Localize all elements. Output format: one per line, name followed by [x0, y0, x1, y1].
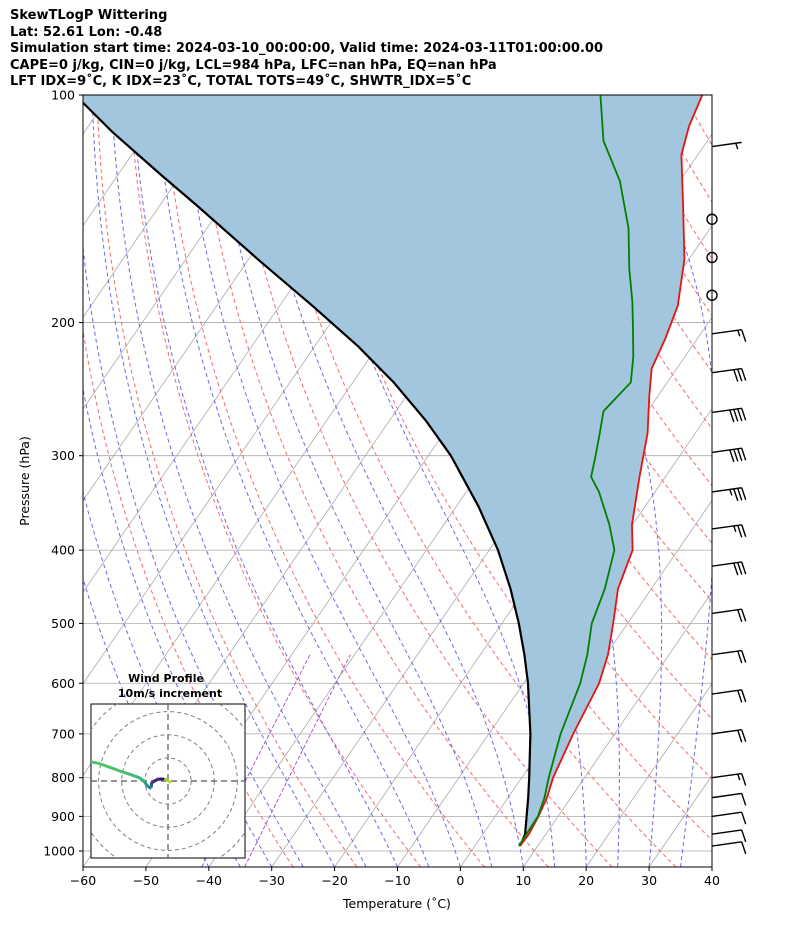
y-tick-label: 600 — [51, 676, 75, 691]
moist-adiabat-line — [83, 386, 273, 867]
y-tick-label: 500 — [51, 616, 75, 631]
dry-adiabat-line — [96, 95, 358, 867]
x-tick-label: −50 — [133, 873, 159, 888]
wind-barb — [706, 251, 718, 264]
wind-barb — [711, 811, 747, 825]
dry-adiabat-line — [487, 95, 712, 487]
mixing-ratio-line — [244, 654, 351, 867]
hodograph-segment — [129, 773, 141, 780]
y-tick-label: 800 — [51, 770, 75, 785]
hodograph-segment — [119, 769, 133, 777]
hodograph-segment — [108, 765, 123, 773]
y-tick-label: 900 — [51, 809, 75, 824]
moist-adiabat-line — [711, 863, 712, 867]
wind-barb — [711, 141, 742, 150]
wind-barb — [711, 447, 747, 463]
axis-ticks: −60 −50 −40 −30 −20 −10 0 10 20 30 40 1000 900 800 700… — [43, 88, 720, 889]
y-tick-label: 400 — [51, 543, 75, 558]
indices-line-2: LFT IDX=9˚C, K IDX=23˚C, TOTAL TOTS=49˚C… — [10, 74, 472, 89]
x-tick-label: −30 — [259, 873, 285, 888]
isotherm-line — [83, 95, 174, 227]
moist-adiabat-line — [83, 577, 210, 867]
y-tick-label: 1000 — [43, 843, 75, 858]
x-axis-label: Temperature (˚C) — [342, 896, 451, 911]
wind-barb — [711, 772, 747, 786]
hodograph-segment — [91, 760, 100, 765]
wind-barb — [711, 561, 747, 576]
background-lines — [83, 95, 794, 867]
wind-barb — [706, 289, 718, 301]
moist-adiabat-line — [131, 95, 398, 867]
dry-adiabat-line — [226, 95, 613, 867]
wind-barb — [711, 608, 747, 623]
x-tick-label: −10 — [384, 873, 410, 888]
isotherm-line — [83, 95, 299, 410]
profiles — [83, 95, 704, 847]
chart-header: SkewTLogP Wittering Lat: 52.61 Lon: -0.4… — [10, 8, 603, 91]
y-tick-label: 300 — [51, 448, 75, 463]
station-title: SkewTLogP Wittering — [10, 8, 168, 23]
temperature-line — [519, 95, 704, 847]
moist-adiabat-line — [91, 95, 336, 867]
indices-line-1: CAPE=0 j/kg, CIN=0 j/kg, LCL=984 hPa, LF… — [10, 57, 497, 73]
wind-barbs — [706, 141, 747, 855]
location-line: Lat: 52.61 Lon: -0.48 — [10, 24, 163, 40]
parcel-path-line — [83, 101, 532, 847]
moist-adiabat-line — [210, 95, 493, 867]
wind-barb — [711, 689, 747, 703]
dry-adiabat-line — [716, 95, 794, 867]
hodograph-title: Wind Profile — [128, 672, 204, 685]
x-tick-label: 0 — [456, 873, 464, 888]
isotherm-line — [522, 591, 712, 867]
dry-adiabat-line — [259, 95, 677, 867]
y-tick-label: 200 — [51, 315, 75, 330]
x-tick-label: 10 — [515, 873, 531, 888]
wind-barb — [711, 729, 747, 743]
moist-adiabat-line — [180, 95, 461, 867]
dry-adiabat-line — [194, 95, 549, 867]
x-tick-label: 20 — [578, 873, 594, 888]
dry-adiabat-line — [83, 327, 294, 867]
wind-barb — [706, 213, 718, 225]
moist-adiabat-line — [621, 95, 712, 867]
wind-barb — [711, 367, 747, 382]
y-tick-label: 100 — [51, 88, 75, 103]
wind-barb — [711, 829, 747, 843]
dry-adiabat-line — [781, 95, 794, 867]
hodograph-segment — [96, 761, 112, 769]
dry-adiabat-line — [749, 95, 794, 867]
x-tick-label: −20 — [321, 873, 347, 888]
x-tick-label: −60 — [70, 873, 96, 888]
wind-barb — [711, 407, 747, 423]
moist-adiabat-line — [111, 95, 367, 867]
time-line: Simulation start time: 2024-03-10_00:00:… — [10, 41, 603, 56]
dry-adiabat-line — [520, 95, 712, 430]
cape-cin-fill — [83, 95, 703, 846]
y-tick-label: 700 — [51, 726, 75, 741]
wind-barb — [711, 328, 747, 342]
x-tick-label: 40 — [704, 873, 720, 888]
moist-adiabat-line — [154, 95, 430, 867]
cape-fill-area — [83, 95, 703, 846]
moist-adiabat-line — [246, 95, 524, 867]
wind-barb — [711, 792, 747, 806]
dry-adiabat-line — [683, 95, 712, 147]
isotherm-line — [585, 683, 712, 867]
moist-adiabat-line — [289, 95, 556, 867]
isotherm-line — [711, 866, 712, 867]
wind-barb — [711, 524, 747, 538]
x-tick-label: −40 — [196, 873, 222, 888]
hodograph-ring — [98, 711, 238, 851]
y-axis-label: Pressure (hPa) — [17, 436, 32, 526]
wind-barb — [711, 649, 747, 664]
x-tick-label: 30 — [641, 873, 657, 888]
dry-adiabat-line — [129, 95, 422, 867]
dewpoint-line — [518, 95, 635, 847]
hodograph-subtitle: 10m/s increment — [118, 687, 222, 700]
wind-barb — [711, 487, 747, 502]
hodograph: Wind Profile 10m/s increment — [90, 672, 246, 859]
wind-barb — [711, 841, 747, 855]
isotherm-line — [83, 95, 236, 318]
